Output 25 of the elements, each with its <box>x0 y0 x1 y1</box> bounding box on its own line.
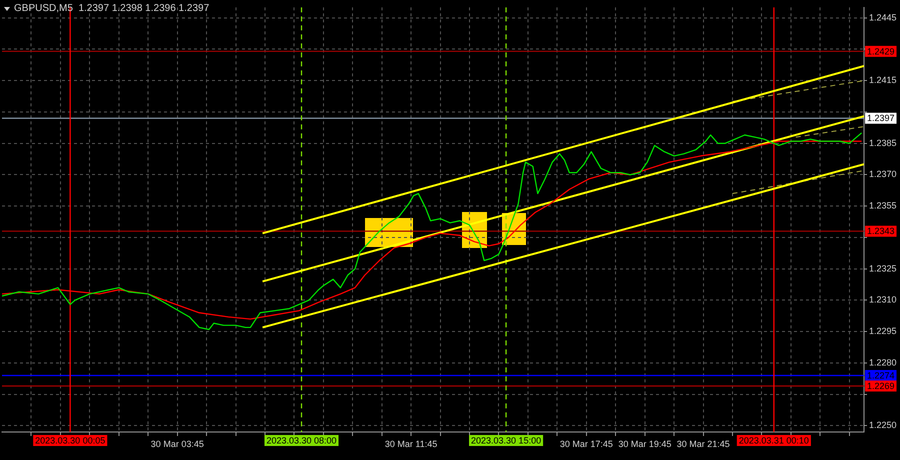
ref-line-label: 1.2397 <box>867 113 895 124</box>
x-tick-label: 30 Mar 19:45 <box>618 438 672 449</box>
x-tick-label: 30 Mar 17:45 <box>560 438 613 449</box>
y-tick-label: 1.2310 <box>869 294 897 305</box>
ref-line-label: 1.2429 <box>867 46 895 56</box>
y-tick-label: 1.2295 <box>869 326 897 336</box>
x-tick-label: 30 Mar 11:45 <box>384 438 438 449</box>
y-tick-label: 1.2355 <box>869 200 897 211</box>
chart-title: GBPUSD,M5 1.2397 1.2398 1.2396 1.2397 <box>14 3 210 14</box>
ref-line-label: 2023.03.30 15:00 <box>471 435 542 446</box>
y-tick-label: 1.2415 <box>869 75 897 86</box>
ref-line-label: 2023.03.30 08:00 <box>266 435 337 446</box>
ref-line-label: 1.2343 <box>867 226 895 236</box>
ref-line-label: 2023.03.30 00:05 <box>35 435 106 446</box>
x-tick-label: 30 Mar 21:45 <box>676 438 730 449</box>
y-tick-label: 1.2370 <box>869 169 897 180</box>
y-tick-label: 1.2325 <box>869 263 897 274</box>
y-tick-label: 1.2385 <box>869 138 897 148</box>
y-tick-label: 1.2250 <box>869 420 897 430</box>
x-tick-label: 30 Mar 03:45 <box>150 438 204 449</box>
y-tick-label: 1.2445 <box>869 12 897 22</box>
ref-line-label: 1.2274 <box>867 370 895 381</box>
ref-line-label: 2023.03.31 00:10 <box>738 435 809 446</box>
ref-line-label: 1.2269 <box>867 380 895 391</box>
y-tick-label: 1.2280 <box>869 357 897 368</box>
